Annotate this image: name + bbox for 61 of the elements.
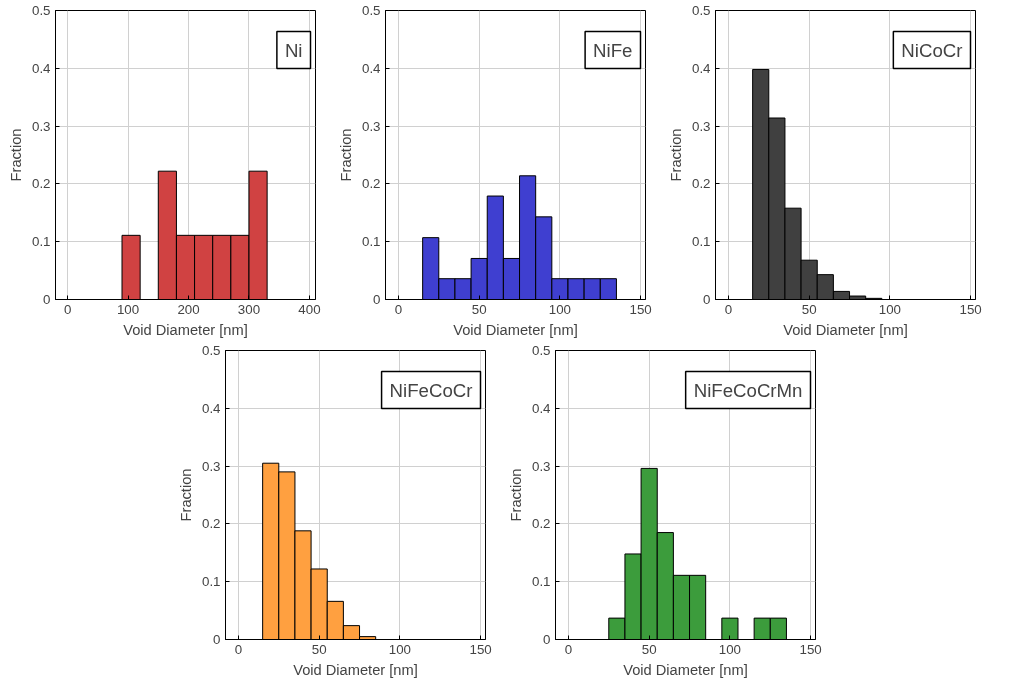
y-tick-label: 0.4 (361, 60, 382, 76)
x-tick-label: 0 (724, 301, 733, 317)
x-tick-label: 0 (234, 641, 243, 657)
y-axis-title: Fraction (7, 128, 24, 182)
y-tick-label: 0.2 (531, 516, 551, 532)
y-axis-title: Fraction (177, 468, 194, 522)
x-tick-label: 150 (629, 301, 652, 317)
annotation: Ni (284, 39, 303, 61)
x-tick-label: 100 (548, 301, 572, 317)
y-tick-label: 0.5 (361, 3, 381, 18)
x-tick-label: 200 (177, 301, 200, 317)
y-tick-label: 0.2 (201, 516, 221, 532)
y-tick-label: 0.4 (31, 60, 52, 76)
x-axis-title: Void Diameter [nm] (123, 321, 248, 338)
x-tick-label: 150 (469, 641, 492, 657)
y-axis-title: Fraction (667, 128, 684, 182)
y-tick-label: 0.3 (691, 118, 711, 134)
y-tick-label: 0.4 (201, 400, 222, 416)
x-tick-label: 300 (237, 301, 261, 317)
x-tick-label: 100 (718, 641, 742, 657)
y-tick-label: 0.1 (31, 234, 51, 250)
x-tick-label: 400 (298, 301, 321, 317)
y-tick-label: 0.3 (361, 118, 381, 134)
y-tick-label: 0.4 (691, 60, 712, 76)
x-axis-title: Void Diameter [nm] (293, 661, 418, 678)
x-tick-label: 0 (394, 301, 403, 317)
x-axis-title: Void Diameter [nm] (453, 321, 578, 338)
y-tick-label: 0.3 (201, 458, 221, 474)
x-tick-label: 100 (878, 301, 902, 317)
y-tick-label: 0.5 (531, 343, 551, 358)
x-tick-label: 100 (116, 301, 140, 317)
y-tick-label: 0.5 (691, 3, 711, 18)
y-tick-label: 0.4 (531, 400, 552, 416)
y-tick-label: 0.1 (691, 234, 711, 250)
y-axis-title: Fraction (507, 468, 524, 522)
y-tick-label: 0.1 (201, 574, 221, 590)
y-tick-label: 0.2 (361, 176, 381, 192)
x-tick-label: 0 (564, 641, 573, 657)
y-tick-label: 0.5 (31, 3, 51, 18)
x-axis-title: Void Diameter [nm] (623, 661, 748, 678)
y-tick-label: 0.1 (361, 234, 381, 250)
annotation: NiFe (593, 39, 633, 61)
x-tick-label: 0 (63, 301, 72, 317)
y-axis-title: Fraction (337, 128, 354, 182)
y-tick-label: 0.3 (31, 118, 51, 134)
y-tick-label: 0.2 (31, 176, 51, 192)
annotation: NiFeCoCrMn (693, 379, 803, 401)
x-tick-label: 50 (801, 301, 817, 317)
x-tick-label: 150 (799, 641, 822, 657)
y-tick-label: 0.2 (691, 176, 711, 192)
x-tick-label: 150 (959, 301, 982, 317)
y-tick-label: 0.1 (531, 574, 551, 590)
x-tick-label: 50 (641, 641, 657, 657)
annotation: NiFeCoCr (389, 379, 473, 401)
annotation: NiCoCr (901, 39, 963, 61)
y-tick-label: 0.5 (201, 343, 221, 358)
y-tick-label: 0.3 (531, 458, 551, 474)
x-tick-label: 50 (471, 301, 487, 317)
x-axis-title: Void Diameter [nm] (783, 321, 908, 338)
x-tick-label: 100 (388, 641, 412, 657)
x-tick-label: 50 (311, 641, 327, 657)
